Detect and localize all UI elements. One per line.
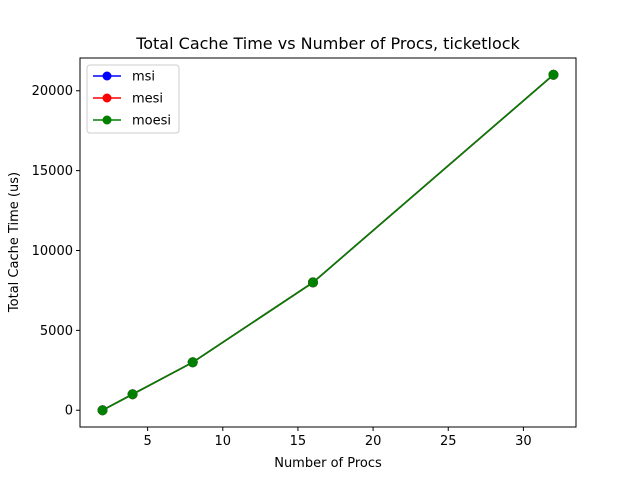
legend-marker-moesi [102, 115, 112, 125]
y-tick-label: 5000 [40, 324, 73, 339]
legend: msi mesi moesi [86, 64, 180, 134]
chart-title: Total Cache Time vs Number of Procs, tic… [135, 34, 520, 53]
x-tick-label: 10 [215, 434, 232, 449]
legend-marker-mesi [102, 93, 112, 103]
data-point-moesi [548, 69, 559, 80]
legend-box [86, 64, 180, 134]
data-point-moesi [187, 357, 198, 368]
plot-frame [79, 57, 577, 428]
y-tick-label: 10000 [32, 244, 73, 259]
legend-label-msi: msi [132, 70, 155, 85]
y-tick-label: 20000 [32, 84, 73, 99]
x-tick-label: 5 [143, 434, 151, 449]
x-axis: 5 10 15 20 25 30 [143, 427, 532, 449]
series-layer [97, 69, 559, 416]
y-axis: 0 5000 10000 15000 20000 [32, 84, 80, 419]
legend-label-mesi: mesi [132, 92, 163, 107]
data-point-moesi [97, 405, 108, 416]
y-tick-label: 0 [65, 404, 73, 419]
data-point-moesi [127, 389, 138, 400]
x-tick-label: 15 [290, 434, 307, 449]
x-tick-label: 20 [365, 434, 382, 449]
legend-label-moesi: moesi [132, 114, 171, 129]
data-point-moesi [307, 277, 318, 288]
x-tick-label: 30 [515, 434, 532, 449]
y-axis-label: Total Cache Time (us) [7, 172, 22, 313]
x-tick-label: 25 [440, 434, 457, 449]
x-axis-label: Number of Procs [274, 456, 382, 471]
y-tick-label: 15000 [32, 164, 73, 179]
legend-marker-msi [102, 71, 112, 81]
